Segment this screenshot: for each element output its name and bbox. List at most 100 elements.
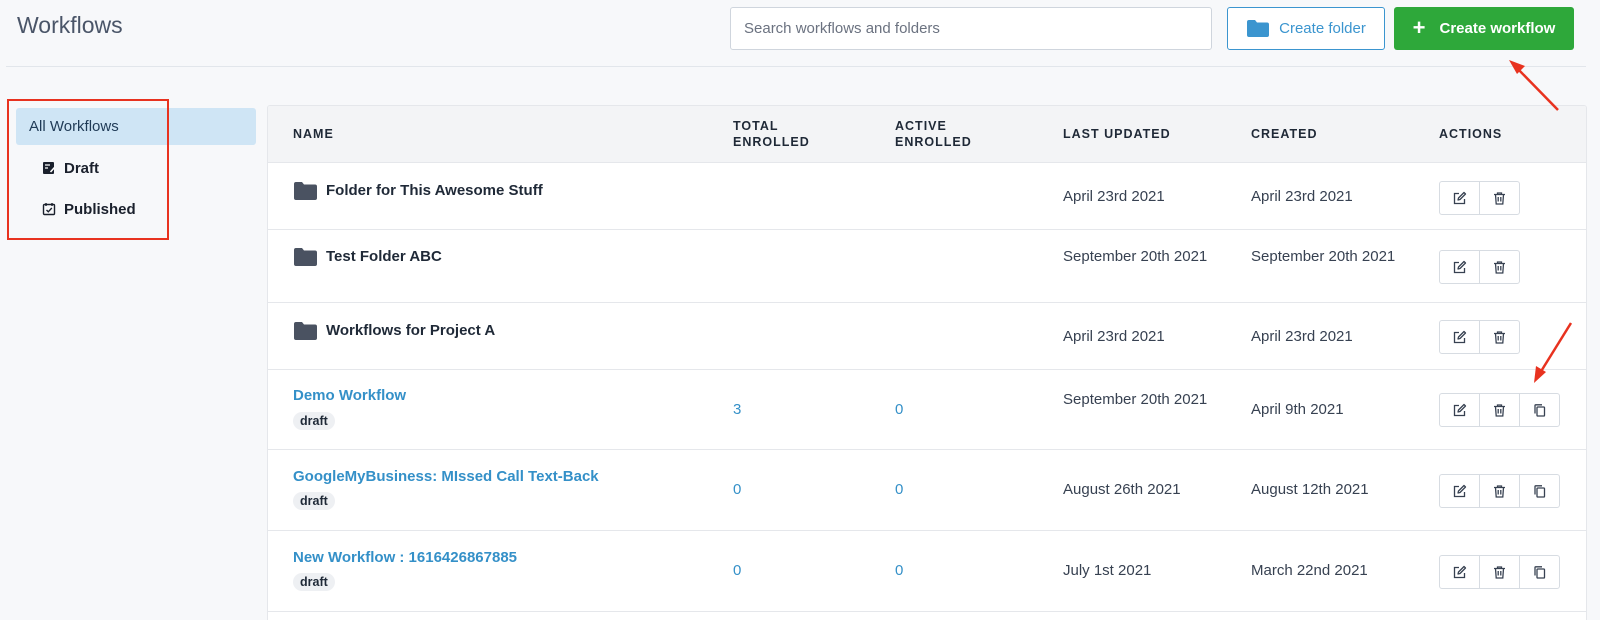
table-row[interactable]: New Workflow : 1616426867885 draft 0 0 J… <box>268 531 1586 612</box>
create-folder-label: Create folder <box>1279 20 1366 37</box>
status-badge: draft <box>293 492 335 510</box>
edit-button[interactable] <box>1439 250 1480 284</box>
last-updated: August 26th 2021 <box>1063 481 1181 498</box>
table-row[interactable]: Demo Workflow draft 3 0 September 20th 2… <box>268 370 1586 450</box>
delete-button[interactable] <box>1479 393 1520 427</box>
plus-icon: + <box>1412 14 1426 40</box>
table-row[interactable]: Workflows for Project A April 23rd 2021 … <box>268 303 1586 370</box>
workflows-table: NAME TOTAL ENROLLED ACTIVE ENROLLED LAST… <box>267 105 1587 620</box>
folder-name[interactable]: Workflows for Project A <box>293 320 495 341</box>
edit-button[interactable] <box>1439 320 1480 354</box>
delete-button[interactable] <box>1479 250 1520 284</box>
table-row[interactable]: GoogleMyBusiness: MIssed Call Text-Back … <box>268 450 1586 531</box>
sidebar-item-label: All Workflows <box>29 118 119 135</box>
folder-name-text: Workflows for Project A <box>326 322 496 339</box>
trash-icon <box>1494 330 1505 344</box>
sidebar-item-published[interactable]: Published <box>42 198 136 220</box>
annotation-highlight-box <box>7 99 169 240</box>
row-actions <box>1439 250 1520 284</box>
column-header-created: CREATED <box>1251 127 1318 141</box>
trash-icon <box>1494 403 1505 417</box>
active-enrolled[interactable]: 0 <box>895 562 904 579</box>
edit-icon <box>1453 565 1467 578</box>
total-enrolled[interactable]: 0 <box>733 562 742 579</box>
copy-icon <box>1534 565 1546 579</box>
folder-icon <box>294 247 317 266</box>
row-actions <box>1439 474 1560 508</box>
column-header-actions: ACTIONS <box>1439 127 1503 141</box>
delete-button[interactable] <box>1479 474 1520 508</box>
copy-button[interactable] <box>1519 393 1560 427</box>
total-enrolled[interactable]: 3 <box>733 401 742 418</box>
last-updated: April 23rd 2021 <box>1063 328 1165 345</box>
edit-icon <box>1453 484 1467 497</box>
workflow-name-link[interactable]: New Workflow : 1616426867885 <box>293 549 518 566</box>
created-date: April 9th 2021 <box>1251 401 1344 418</box>
calendar-check-icon <box>42 203 56 216</box>
sidebar-item-draft[interactable]: Draft <box>42 157 99 179</box>
search-input[interactable] <box>730 7 1212 50</box>
sidebar-item-label: Draft <box>64 159 100 177</box>
last-updated: September 20th 2021 <box>1063 391 1208 408</box>
trash-icon <box>1494 484 1505 498</box>
edit-button[interactable] <box>1439 555 1480 589</box>
table-header: NAME TOTAL ENROLLED ACTIVE ENROLLED LAST… <box>268 106 1586 163</box>
create-workflow-label: Create workflow <box>1439 20 1556 37</box>
folder-name[interactable]: Test Folder ABC <box>293 246 442 267</box>
table-row[interactable]: Test Folder ABC September 20th 2021 Sept… <box>268 230 1586 303</box>
row-actions <box>1439 393 1560 427</box>
copy-button[interactable] <box>1519 555 1560 589</box>
edit-button[interactable] <box>1439 474 1480 508</box>
workflow-name-link[interactable]: GoogleMyBusiness: MIssed Call Text-Back <box>293 468 599 485</box>
row-actions <box>1439 555 1560 589</box>
delete-button[interactable] <box>1479 555 1520 589</box>
folder-name-text: Test Folder ABC <box>326 248 442 265</box>
total-enrolled[interactable]: 0 <box>733 481 742 498</box>
edit-icon <box>1453 403 1467 416</box>
edit-button[interactable] <box>1439 181 1480 215</box>
row-actions <box>1439 181 1520 215</box>
create-workflow-button[interactable]: + Create workflow <box>1394 7 1574 50</box>
last-updated: July 1st 2021 <box>1063 562 1152 579</box>
page-title: Workflows <box>17 12 123 38</box>
workflow-name-link[interactable]: Demo Workflow <box>293 387 407 404</box>
status-badge: draft <box>293 573 335 591</box>
folder-icon <box>294 321 317 340</box>
status-badge: draft <box>293 412 335 430</box>
column-header-text: TOTAL ENROLLED <box>733 119 810 149</box>
table-row[interactable]: Folder for This Awesome Stuff April 23rd… <box>268 163 1586 230</box>
copy-icon <box>1534 484 1546 498</box>
last-updated: April 23rd 2021 <box>1063 188 1165 205</box>
created-date: April 23rd 2021 <box>1251 188 1353 205</box>
folder-icon <box>294 181 317 200</box>
trash-icon <box>1494 565 1505 579</box>
sidebar-item-all-workflows[interactable]: All Workflows <box>16 108 256 145</box>
active-enrolled[interactable]: 0 <box>895 481 904 498</box>
trash-icon <box>1494 191 1505 205</box>
created-date: August 12th 2021 <box>1251 481 1369 498</box>
column-header-text: ACTIVE ENROLLED <box>895 119 972 149</box>
edit-icon <box>1453 191 1467 204</box>
edit-button[interactable] <box>1439 393 1480 427</box>
column-header-active-enrolled: ACTIVE ENROLLED <box>895 118 1015 150</box>
delete-button[interactable] <box>1479 320 1520 354</box>
folder-icon <box>1247 20 1270 37</box>
created-date: March 22nd 2021 <box>1251 562 1368 579</box>
last-updated: September 20th 2021 <box>1063 248 1208 265</box>
folder-name[interactable]: Folder for This Awesome Stuff <box>293 180 543 201</box>
row-actions <box>1439 320 1520 354</box>
column-header-name: NAME <box>293 127 334 141</box>
edit-icon <box>1453 260 1467 273</box>
copy-icon <box>1534 403 1546 417</box>
annotation-arrow-create-workflow <box>1509 60 1559 111</box>
column-header-last-updated: LAST UPDATED <box>1063 127 1171 141</box>
sidebar-item-label: Published <box>64 200 136 218</box>
column-header-total-enrolled: TOTAL ENROLLED <box>733 118 853 150</box>
trash-icon <box>1494 260 1505 274</box>
copy-button[interactable] <box>1519 474 1560 508</box>
created-date: September 20th 2021 <box>1251 248 1396 265</box>
active-enrolled[interactable]: 0 <box>895 401 904 418</box>
delete-button[interactable] <box>1479 181 1520 215</box>
draft-icon <box>43 162 56 174</box>
create-folder-button[interactable]: Create folder <box>1227 7 1385 50</box>
